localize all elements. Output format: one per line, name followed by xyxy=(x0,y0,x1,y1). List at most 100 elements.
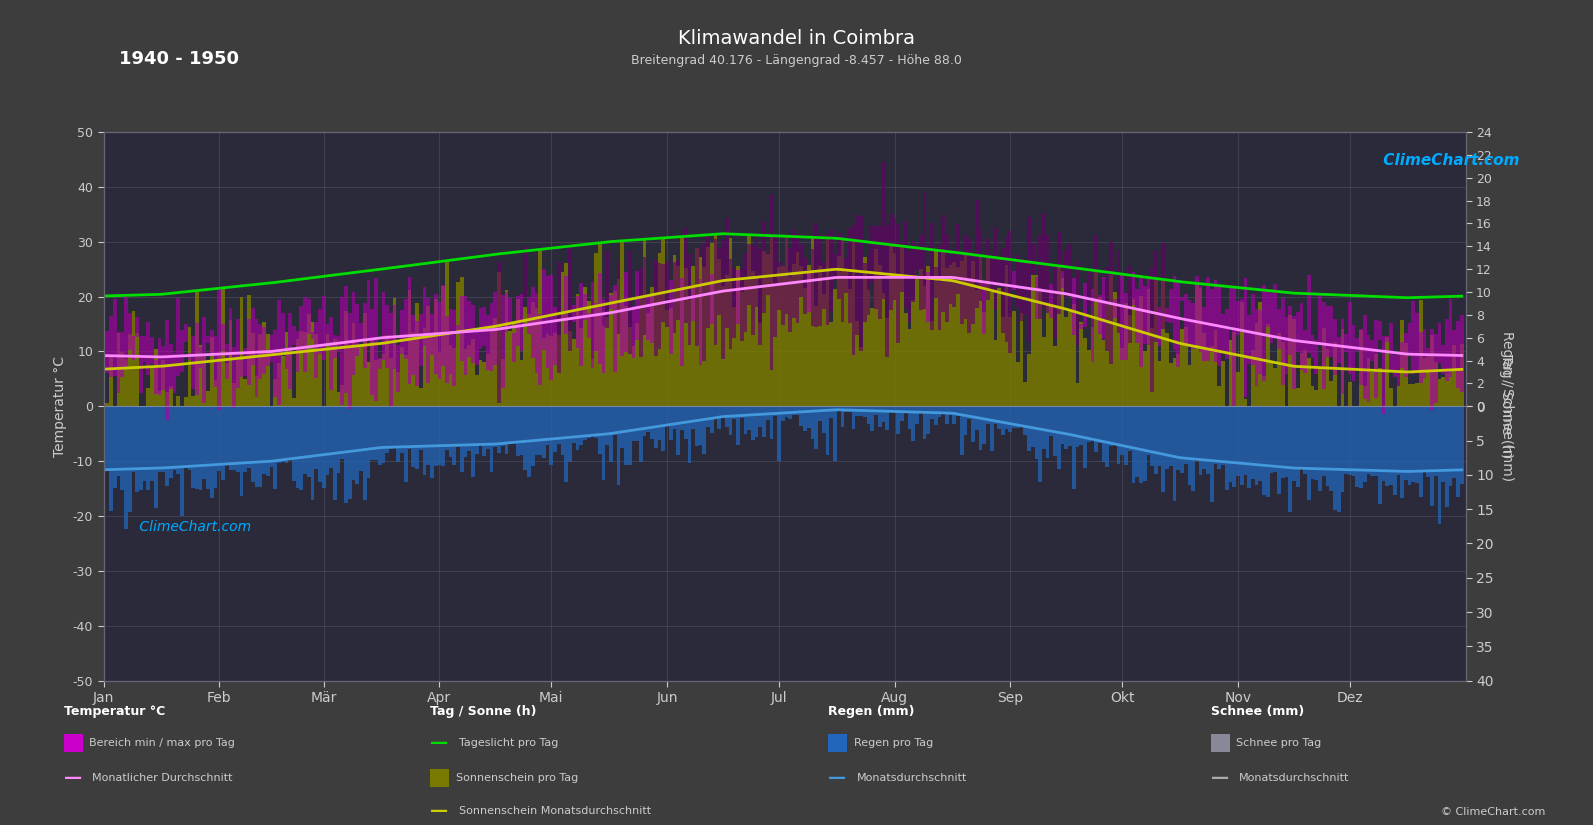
Bar xyxy=(836,233,841,299)
Bar xyxy=(1120,406,1125,455)
Bar xyxy=(773,406,777,417)
Bar xyxy=(1386,336,1389,342)
Bar xyxy=(922,406,927,440)
Bar xyxy=(1292,315,1295,389)
Bar xyxy=(1050,406,1053,436)
Bar xyxy=(1445,318,1448,380)
Bar xyxy=(1206,277,1211,361)
Bar xyxy=(961,252,964,323)
Bar xyxy=(1136,406,1139,477)
Bar xyxy=(784,236,789,406)
Bar xyxy=(352,292,355,375)
Bar xyxy=(597,406,602,455)
Bar xyxy=(859,347,863,406)
Bar xyxy=(892,252,897,406)
Bar xyxy=(1258,302,1262,406)
Bar xyxy=(1370,372,1375,406)
Bar xyxy=(717,248,722,315)
Bar xyxy=(150,365,155,406)
Bar xyxy=(1453,331,1456,370)
Bar xyxy=(761,406,766,436)
Bar xyxy=(422,287,427,346)
Bar xyxy=(1217,386,1222,406)
Bar xyxy=(564,406,569,482)
Bar xyxy=(1352,324,1356,381)
Bar xyxy=(322,296,325,360)
Bar xyxy=(1142,286,1147,344)
Bar xyxy=(389,358,393,406)
Bar xyxy=(639,407,642,463)
Bar xyxy=(616,406,620,485)
Bar xyxy=(497,262,500,403)
Bar xyxy=(691,406,695,429)
Bar xyxy=(1247,314,1251,364)
Bar xyxy=(583,406,586,440)
Bar xyxy=(400,310,405,354)
Bar xyxy=(296,406,299,488)
Bar xyxy=(956,224,961,294)
Bar xyxy=(811,238,814,406)
Bar xyxy=(755,234,758,308)
Bar xyxy=(594,406,597,438)
Bar xyxy=(1061,271,1064,288)
Bar xyxy=(1431,329,1434,409)
Bar xyxy=(1337,406,1341,512)
Bar xyxy=(347,313,352,409)
Bar xyxy=(386,305,389,368)
Bar xyxy=(303,406,307,474)
Bar xyxy=(113,299,116,376)
Bar xyxy=(1102,406,1106,462)
Bar xyxy=(605,317,609,406)
Bar xyxy=(494,318,497,406)
Bar xyxy=(811,406,814,439)
Bar xyxy=(1069,406,1072,446)
Bar xyxy=(143,406,147,481)
Bar xyxy=(1292,406,1295,481)
Bar xyxy=(244,348,247,376)
Bar xyxy=(1091,289,1094,361)
Bar xyxy=(605,406,609,446)
Bar xyxy=(494,291,497,365)
Bar xyxy=(739,406,744,417)
Bar xyxy=(680,237,683,406)
Bar xyxy=(889,214,892,310)
Bar xyxy=(393,406,397,448)
Bar xyxy=(386,335,389,406)
Text: Temperatur °C: Temperatur °C xyxy=(64,705,166,719)
Bar xyxy=(961,261,964,406)
Bar xyxy=(177,298,180,375)
Bar xyxy=(967,278,972,406)
Bar xyxy=(1367,406,1370,474)
Bar xyxy=(892,218,897,299)
Bar xyxy=(127,334,132,406)
Y-axis label: Temperatur °C: Temperatur °C xyxy=(53,356,67,457)
Bar xyxy=(530,287,535,358)
Bar xyxy=(516,299,519,406)
Bar xyxy=(631,346,636,406)
Bar xyxy=(288,346,292,406)
Bar xyxy=(166,320,169,420)
Bar xyxy=(1136,289,1139,342)
Bar xyxy=(949,257,953,304)
Bar xyxy=(953,250,956,307)
Bar xyxy=(1058,266,1061,406)
Bar xyxy=(986,239,989,299)
Bar xyxy=(1442,377,1445,406)
Bar xyxy=(296,331,299,372)
Bar xyxy=(292,398,296,406)
Bar xyxy=(1278,406,1281,494)
Bar xyxy=(1180,297,1184,301)
Bar xyxy=(389,313,393,407)
Bar xyxy=(695,406,699,446)
Bar xyxy=(135,406,139,492)
Bar xyxy=(766,254,769,406)
Bar xyxy=(658,252,661,406)
Bar xyxy=(500,406,505,446)
Bar xyxy=(575,406,580,450)
Bar xyxy=(800,266,803,406)
Bar xyxy=(124,297,127,369)
Bar xyxy=(811,249,814,326)
Bar xyxy=(964,406,967,435)
Bar xyxy=(1042,213,1045,308)
Bar xyxy=(460,277,464,406)
